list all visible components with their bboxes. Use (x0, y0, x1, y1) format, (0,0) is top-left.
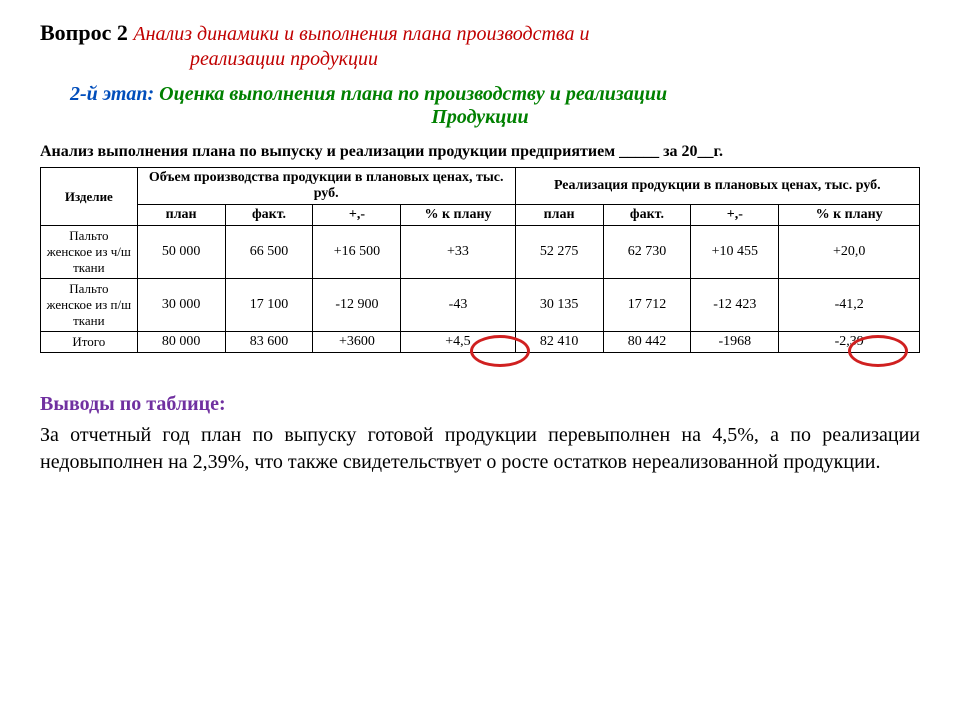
col-header-item: Изделие (41, 168, 138, 226)
row-label: Пальто женское из п/ш ткани (41, 279, 138, 332)
highlight-ellipse-1 (470, 335, 530, 367)
sub-pct-2: % к плану (779, 205, 920, 226)
sub-diff-2: +,- (691, 205, 779, 226)
cell: 66 500 (225, 226, 313, 279)
cell: 83 600 (225, 332, 313, 353)
cell: +3600 (313, 332, 401, 353)
cell: 80 442 (603, 332, 691, 353)
cell: 52 275 (515, 226, 603, 279)
table-row: Пальто женское из п/ш ткани 30 000 17 10… (41, 279, 920, 332)
question-header: Вопрос 2 Анализ динамики и выполнения пл… (40, 20, 920, 46)
cell: 62 730 (603, 226, 691, 279)
cell: 17 100 (225, 279, 313, 332)
stage-line: 2-й этап: Оценка выполнения плана по про… (70, 83, 920, 106)
cell: -43 (401, 279, 515, 332)
cell: +20,0 (779, 226, 920, 279)
stage-label: 2-й этап: (70, 83, 154, 105)
analysis-table: Изделие Объем производства продукции в п… (40, 167, 920, 353)
cell: +16 500 (313, 226, 401, 279)
cell: 50 000 (137, 226, 225, 279)
stage-text-line1: Оценка выполнения плана по производству … (159, 83, 667, 105)
col-group-realization: Реализация продукции в плановых ценах, т… (515, 168, 919, 205)
question-title-line1: Анализ динамики и выполнения плана произ… (133, 23, 589, 45)
cell: -41,2 (779, 279, 920, 332)
sub-fact-1: факт. (225, 205, 313, 226)
conclusion-text: За отчетный год план по выпуску готовой … (40, 422, 920, 476)
cell: +10 455 (691, 226, 779, 279)
cell: +33 (401, 226, 515, 279)
cell: -1968 (691, 332, 779, 353)
cell: -12 423 (691, 279, 779, 332)
row-label: Пальто женское из ч/ш ткани (41, 226, 138, 279)
sub-diff-1: +,- (313, 205, 401, 226)
cell: 80 000 (137, 332, 225, 353)
row-label-total: Итого (41, 332, 138, 353)
sub-plan-2: план (515, 205, 603, 226)
sub-pct-1: % к плану (401, 205, 515, 226)
cell: 30 135 (515, 279, 603, 332)
stage-text-line2: Продукции (40, 106, 920, 129)
cell: -12 900 (313, 279, 401, 332)
col-group-production: Объем производства продукции в плановых … (137, 168, 515, 205)
table-row: Пальто женское из ч/ш ткани 50 000 66 50… (41, 226, 920, 279)
sub-fact-2: факт. (603, 205, 691, 226)
sub-plan-1: план (137, 205, 225, 226)
highlight-ellipse-2 (848, 335, 908, 367)
conclusion-title: Выводы по таблице: (40, 393, 920, 416)
table-title: Анализ выполнения плана по выпуску и реа… (40, 143, 920, 161)
cell: 30 000 (137, 279, 225, 332)
cell: 17 712 (603, 279, 691, 332)
question-number: Вопрос 2 (40, 20, 128, 45)
question-title-line2: реализации продукции (190, 48, 920, 71)
